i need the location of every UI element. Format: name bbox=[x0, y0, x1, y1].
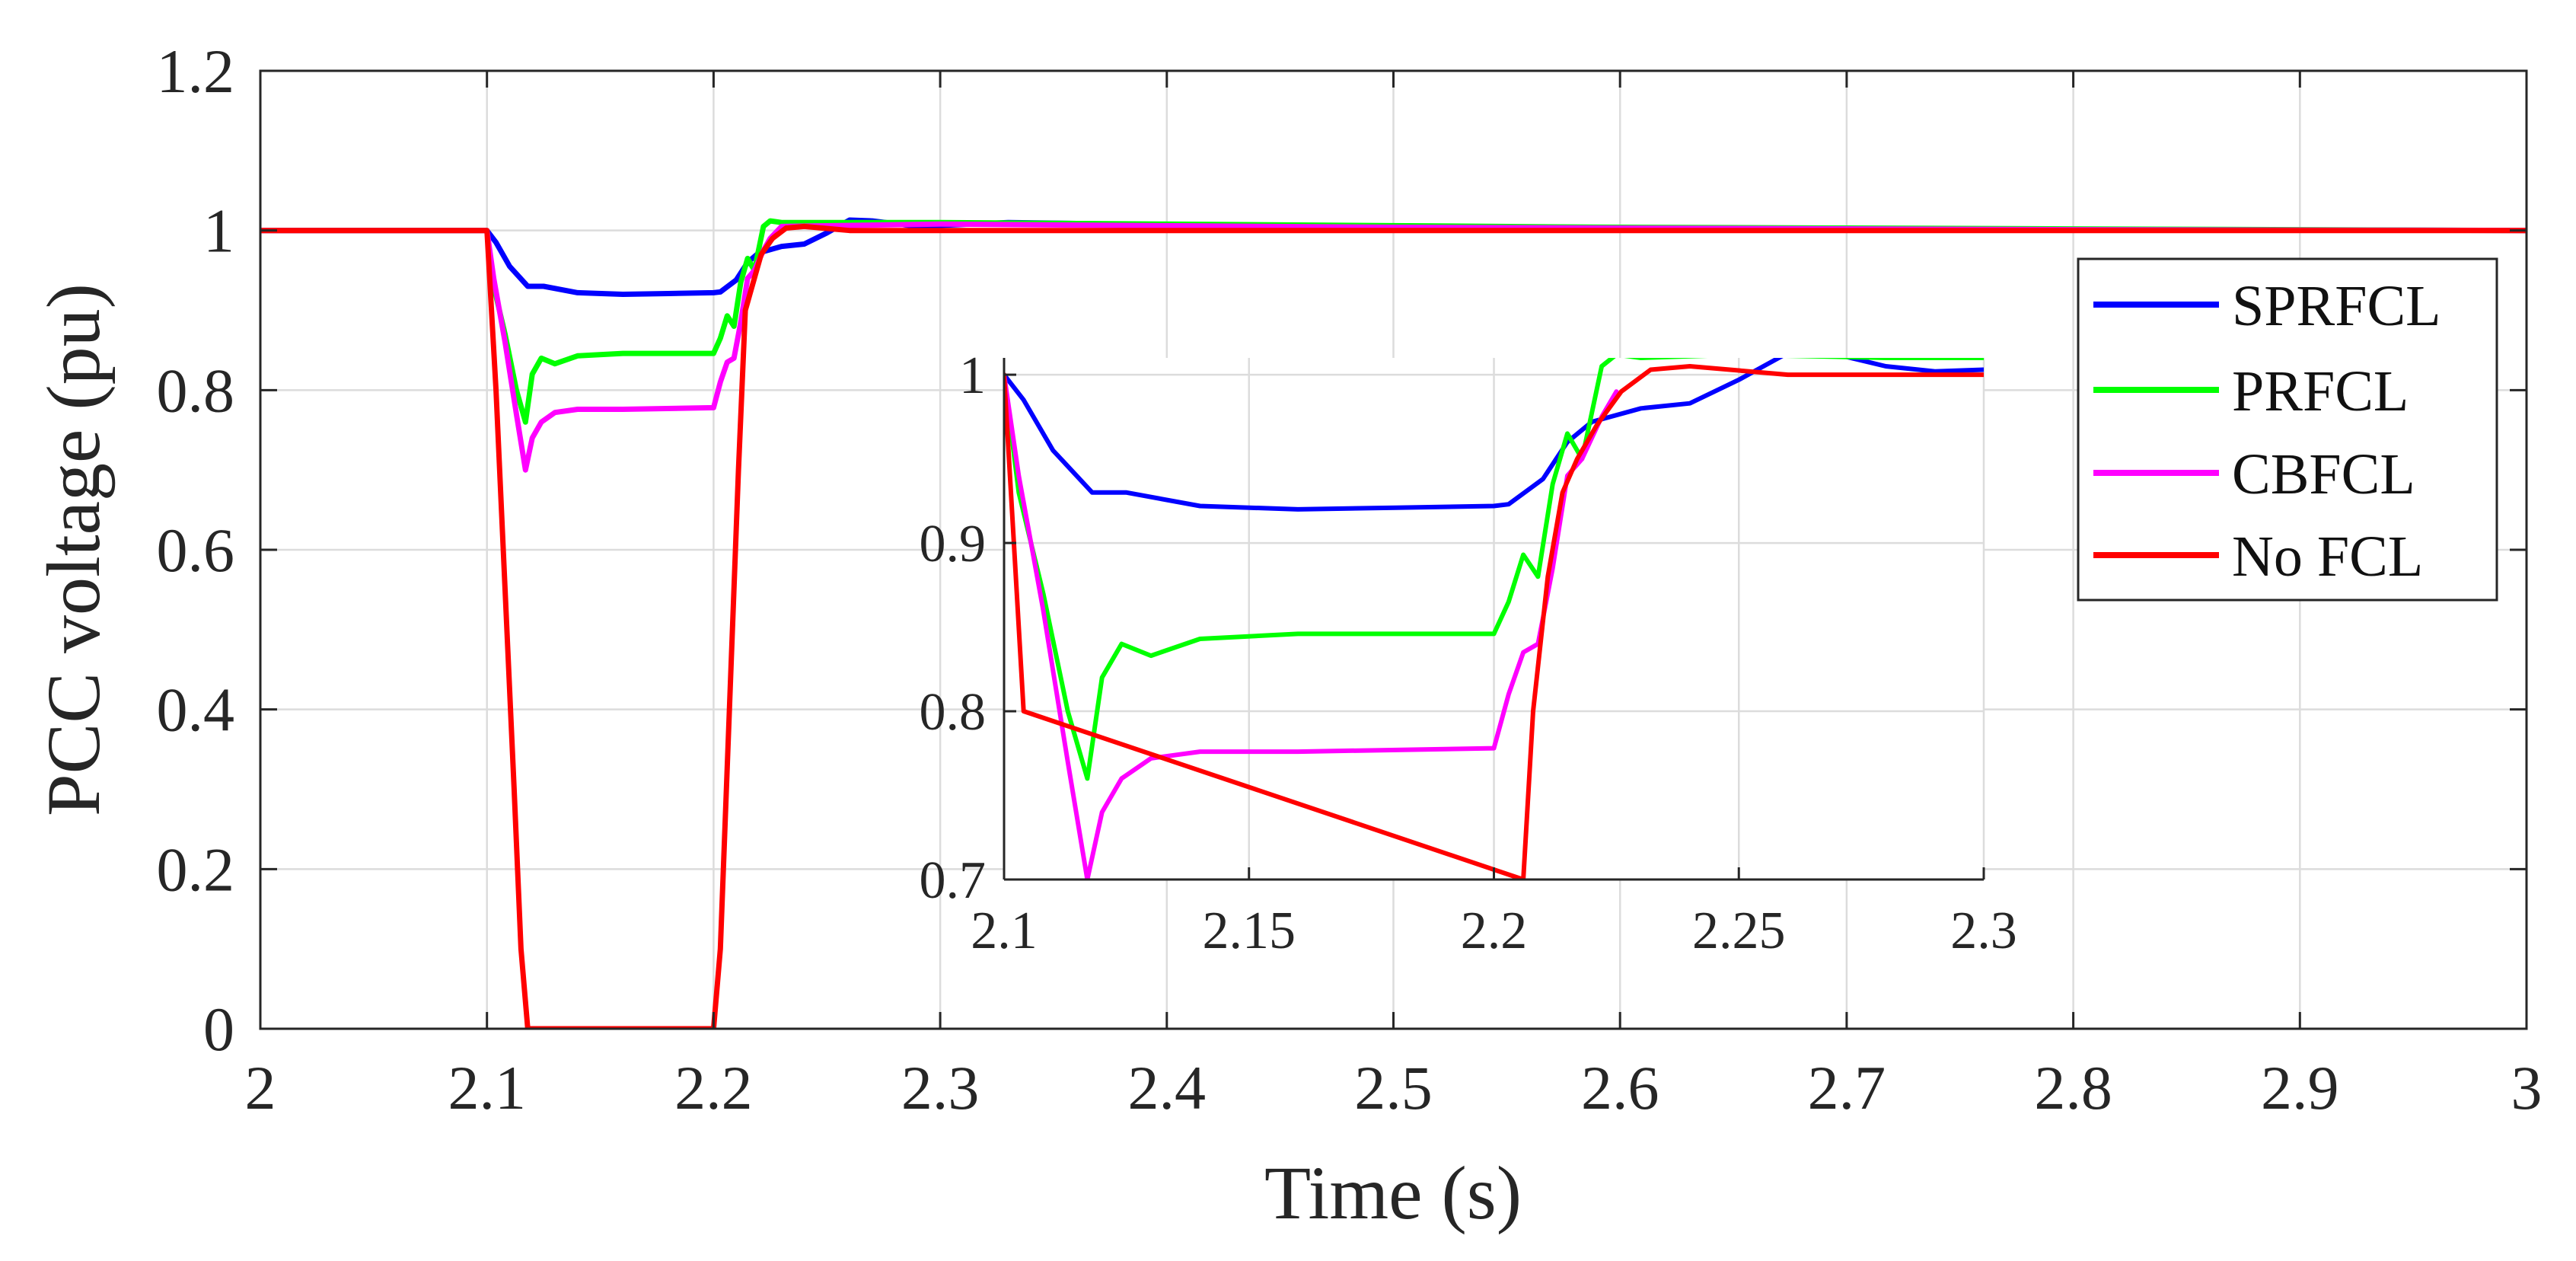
legend-label-cbfcl: CBFCL bbox=[2232, 442, 2415, 506]
x-axis-label: Time (s) bbox=[1264, 1151, 1522, 1235]
main-series-cbfcl bbox=[260, 221, 2527, 473]
main-x-tick-label: 2.4 bbox=[1128, 1053, 1207, 1122]
inset-x-tick-label: 2.1 bbox=[971, 902, 1038, 960]
inset-x-ticks: 2.1 2.15 2.2 2.25 2.3 bbox=[971, 867, 2017, 960]
main-series-no-fcl bbox=[260, 223, 2527, 1029]
main-x-tick-label: 2.3 bbox=[901, 1053, 980, 1122]
legend-entry: PRFCL bbox=[2093, 359, 2409, 423]
main-y-tick-label: 0.6 bbox=[157, 516, 235, 585]
inset-x-tick-label: 2.15 bbox=[1203, 902, 1296, 960]
main-x-tick-label: 2 bbox=[245, 1053, 276, 1122]
main-x-tick-label: 3 bbox=[2511, 1053, 2543, 1122]
main-x-tick-label: 2.5 bbox=[1354, 1053, 1433, 1122]
inset-x-tick-label: 2.25 bbox=[1692, 902, 1786, 960]
inset-series-prfcl bbox=[1004, 358, 1984, 781]
main-x-tick-label: 2.1 bbox=[448, 1053, 526, 1122]
legend-entry: No FCL bbox=[2093, 525, 2423, 589]
main-x-tick-label: 2.8 bbox=[2034, 1053, 2112, 1122]
inset-series-no-fcl bbox=[1004, 364, 1984, 880]
inset-series-group bbox=[1004, 358, 1984, 880]
inset-y-tick-label: 0.8 bbox=[920, 683, 987, 742]
main-y-tick-label: 0.8 bbox=[157, 356, 235, 425]
main-series-group bbox=[260, 217, 2527, 1029]
main-x-tick-label: 2.2 bbox=[674, 1053, 753, 1122]
y-axis-label: PCC voltage (pu) bbox=[31, 283, 116, 816]
legend-box bbox=[2077, 257, 2498, 602]
legend: SPRFCL PRFCL CBFCL No FCL bbox=[2077, 257, 2498, 602]
main-y-ticks: 0 0.2 0.4 0.6 0.8 1 1.2 bbox=[157, 37, 2527, 1064]
main-y-tick-label: 1 bbox=[203, 196, 234, 266]
inset-x-tick-label: 2.2 bbox=[1461, 902, 1528, 960]
inset-axes: 2.1 2.15 2.2 2.25 2.3 0.7 0.8 0.9 1 bbox=[920, 346, 2017, 960]
legend-entry: SPRFCL bbox=[2093, 274, 2441, 338]
legend-label-prfcl: PRFCL bbox=[2232, 359, 2409, 423]
main-y-tick-label: 0.4 bbox=[157, 675, 235, 745]
inset-y-tick-label: 1 bbox=[959, 346, 986, 405]
main-x-ticks: 2 2.1 2.2 2.3 2.4 2.5 2.6 2.7 2.8 2.9 3 bbox=[245, 71, 2543, 1122]
main-y-tick-label: 0.2 bbox=[157, 835, 235, 904]
inset-y-tick-label: 0.9 bbox=[920, 515, 987, 573]
main-y-tick-label: 1.2 bbox=[157, 37, 235, 106]
inset-y-ticks: 0.7 0.8 0.9 1 bbox=[920, 346, 1016, 910]
main-x-tick-label: 2.7 bbox=[1808, 1053, 1886, 1122]
inset-x-tick-label: 2.3 bbox=[1950, 902, 2017, 960]
main-x-tick-label: 2.6 bbox=[1581, 1053, 1659, 1122]
inset-y-tick-label: 0.7 bbox=[920, 851, 987, 910]
legend-label-sprfcl: SPRFCL bbox=[2232, 274, 2441, 338]
main-y-tick-label: 0 bbox=[203, 994, 234, 1064]
legend-entry: CBFCL bbox=[2093, 442, 2415, 506]
legend-label-no-fcl: No FCL bbox=[2232, 525, 2423, 589]
inset-series-sprfcl bbox=[1004, 358, 1984, 512]
main-x-tick-label: 2.9 bbox=[2261, 1053, 2339, 1122]
